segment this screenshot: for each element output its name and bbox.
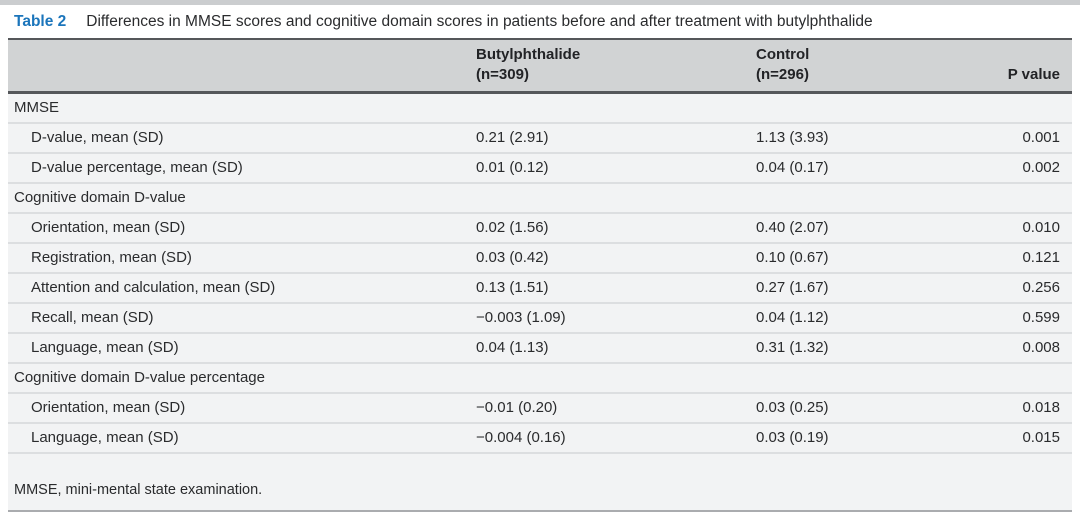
cell-control: 0.04 (0.17) [756,159,829,176]
table-row: Registration, mean (SD) 0.03 (0.42) 0.10… [8,242,1072,272]
cell-control: 0.27 (1.67) [756,279,829,296]
table-row-section-dvalue: Cognitive domain D-value [8,182,1072,212]
row-label: Language, mean (SD) [31,429,179,446]
footnote-text: MMSE, mini-mental state examination. [14,482,263,498]
header-butylphthalide-n: (n=309) [476,66,529,83]
header-butylphthalide: Butylphthalide (n=309) [476,45,756,85]
mmse-results-table: Butylphthalide (n=309) Control (n=296) P… [8,38,1072,512]
table-row: D-value, mean (SD) 0.21 (2.91) 1.13 (3.9… [8,122,1072,152]
section-label: Cognitive domain D-value percentage [14,369,265,386]
table-row: Orientation, mean (SD) −0.01 (0.20) 0.03… [8,392,1072,422]
section-label: MMSE [14,99,59,116]
cell-control [756,94,960,122]
table-footnote: MMSE, mini-mental state examination. [8,452,1072,512]
section-label: Cognitive domain D-value [14,189,186,206]
cell-p-value: 0.018 [1022,399,1060,416]
cell-p-value: 0.015 [1022,429,1060,446]
cell-control [756,184,960,212]
table-row: Orientation, mean (SD) 0.02 (1.56) 0.40 … [8,212,1072,242]
cell-butylphthalide: 0.21 (2.91) [476,129,549,146]
row-label: Orientation, mean (SD) [31,219,186,236]
cell-control: 0.40 (2.07) [756,219,829,236]
cell-butylphthalide: 0.01 (0.12) [476,159,549,176]
cell-control: 1.13 (3.93) [756,129,829,146]
table-row: Language, mean (SD) −0.004 (0.16) 0.03 (… [8,422,1072,452]
cell-butylphthalide: 0.03 (0.42) [476,249,549,266]
table-body: MMSE D-value, mean (SD) 0.21 (2.91) 1.13… [8,94,1072,452]
cell-p-value [960,364,1072,392]
table-header-row: Butylphthalide (n=309) Control (n=296) P… [8,38,1072,94]
header-butylphthalide-name: Butylphthalide [476,46,581,63]
cell-control: 0.04 (1.12) [756,309,829,326]
header-p-value-label: P value [1007,66,1060,83]
table-title: Differences in MMSE scores and cognitive… [86,13,873,30]
cell-p-value: 0.121 [1022,249,1060,266]
cell-butylphthalide [476,184,756,212]
table-row: D-value percentage, mean (SD) 0.01 (0.12… [8,152,1072,182]
row-label: Registration, mean (SD) [31,249,192,266]
row-label: D-value, mean (SD) [31,129,164,146]
table-number-label: Table 2 [14,13,67,30]
cell-p-value: 0.256 [1022,279,1060,296]
cell-p-value: 0.002 [1022,159,1060,176]
row-label: Orientation, mean (SD) [31,399,186,416]
cell-butylphthalide [476,94,756,122]
cell-butylphthalide: 0.02 (1.56) [476,219,549,236]
cell-control [756,364,960,392]
header-control: Control (n=296) [756,45,960,85]
cell-butylphthalide: −0.004 (0.16) [476,429,566,446]
cell-p-value: 0.008 [1022,339,1060,356]
cell-p-value: 0.599 [1022,309,1060,326]
row-label: Language, mean (SD) [31,339,179,356]
cell-butylphthalide: 0.13 (1.51) [476,279,549,296]
cell-control: 0.03 (0.19) [756,429,829,446]
header-control-n: (n=296) [756,66,809,83]
table-row-section-mmse: MMSE [8,94,1072,122]
row-label: D-value percentage, mean (SD) [31,159,243,176]
cell-control: 0.10 (0.67) [756,249,829,266]
cell-p-value [960,184,1072,212]
cell-p-value: 0.001 [1022,129,1060,146]
header-empty-cell [8,45,476,85]
cell-butylphthalide: −0.01 (0.20) [476,399,558,416]
cell-p-value [960,94,1072,122]
cell-control: 0.03 (0.25) [756,399,829,416]
table-row: Recall, mean (SD) −0.003 (1.09) 0.04 (1.… [8,302,1072,332]
cell-butylphthalide [476,364,756,392]
table-caption: Table 2 Differences in MMSE scores and co… [0,5,1080,38]
table-row: Language, mean (SD) 0.04 (1.13) 0.31 (1.… [8,332,1072,362]
cell-p-value: 0.010 [1022,219,1060,236]
header-p-value: P value [960,45,1072,85]
cell-butylphthalide: −0.003 (1.09) [476,309,566,326]
row-label: Attention and calculation, mean (SD) [31,279,276,296]
cell-butylphthalide: 0.04 (1.13) [476,339,549,356]
cell-control: 0.31 (1.32) [756,339,829,356]
table-row: Attention and calculation, mean (SD) 0.1… [8,272,1072,302]
header-control-name: Control [756,46,810,63]
row-label: Recall, mean (SD) [31,309,154,326]
table-row-section-dvalue-percentage: Cognitive domain D-value percentage [8,362,1072,392]
top-divider [0,0,1080,5]
